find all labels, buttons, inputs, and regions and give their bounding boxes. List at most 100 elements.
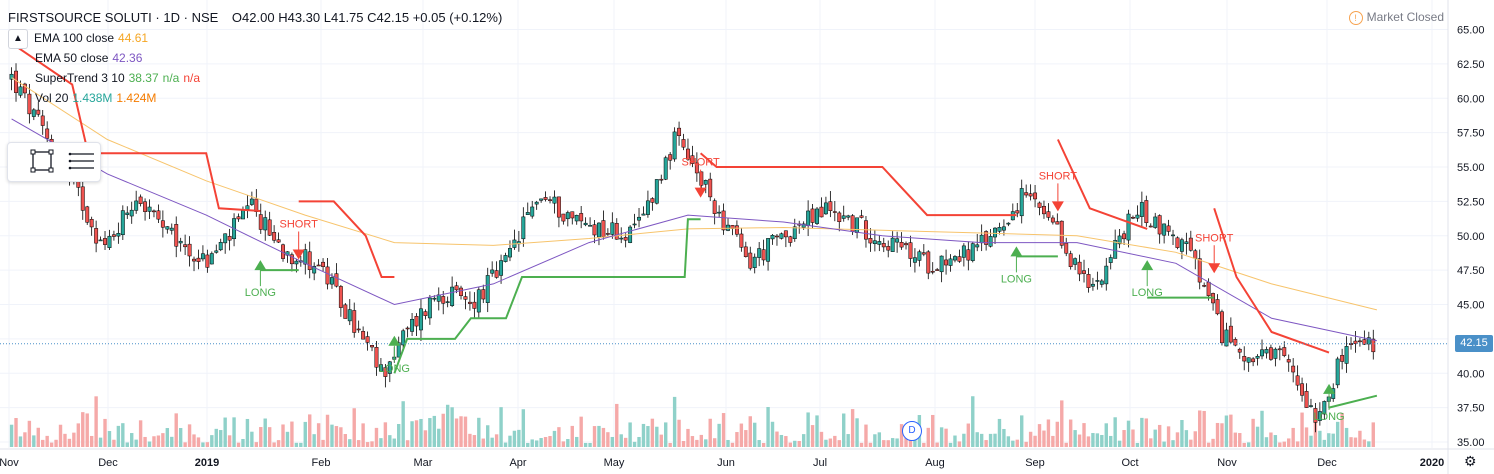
candle — [921, 244, 926, 257]
candle — [1268, 344, 1273, 361]
volume-label: Vol 20 — [35, 91, 69, 105]
candle-body — [236, 216, 241, 220]
candle-body — [681, 139, 686, 148]
signal-long: LONG — [1001, 246, 1032, 285]
volume-bar — [859, 442, 864, 447]
candle-body — [276, 239, 281, 243]
candle — [94, 220, 99, 253]
candle — [815, 207, 819, 225]
volume-bar — [548, 436, 552, 447]
volume-bar — [873, 434, 877, 447]
volume-bar — [263, 418, 267, 447]
candle — [414, 313, 419, 336]
object-list-icon[interactable] — [64, 149, 100, 175]
volume-bar — [704, 439, 708, 447]
volume-bar — [370, 441, 374, 447]
rectangle-tool-icon[interactable] — [24, 149, 60, 175]
volume-bar — [1086, 436, 1091, 447]
y-tick-label: 57.50 — [1457, 128, 1485, 140]
candle — [730, 225, 735, 236]
volume-bar — [210, 435, 214, 447]
volume-bar — [766, 407, 770, 447]
candle-body — [303, 249, 308, 265]
interval-label[interactable]: 1D — [163, 10, 180, 25]
volume-bar — [530, 439, 534, 447]
signal-short: SHORT — [1039, 170, 1078, 212]
symbol-name[interactable]: FIRSTSOURCE SOLUTI — [8, 10, 152, 25]
candle — [116, 222, 121, 244]
market-status[interactable]: ! Market Closed — [1348, 10, 1444, 25]
volume-bar — [1060, 400, 1064, 447]
candle-body — [637, 216, 641, 221]
volume-bar — [245, 418, 250, 447]
candle-body — [1135, 214, 1140, 219]
ema50-legend[interactable]: EMA 50 close 42.36 — [8, 48, 502, 68]
candle-body — [712, 200, 717, 214]
candle — [677, 121, 682, 146]
volume-bar — [1091, 433, 1095, 447]
supertrend-label: SuperTrend 3 10 — [35, 71, 125, 85]
volume-bar — [143, 436, 147, 447]
candle — [85, 205, 90, 225]
candle-body — [192, 258, 196, 262]
supertrend-legend[interactable]: SuperTrend 3 10 38.37 n/a n/a — [8, 68, 502, 88]
candle-body — [378, 364, 383, 372]
candle-body — [138, 196, 143, 204]
candle-body — [1197, 258, 1202, 283]
candle — [1139, 191, 1144, 227]
ema100-label: EMA 100 close — [34, 31, 115, 45]
signal-label: SHORT — [1039, 170, 1078, 182]
volume-bar — [833, 435, 837, 447]
volume-bar — [14, 418, 18, 447]
candle — [1006, 222, 1011, 227]
volume-bar — [187, 424, 192, 447]
volume-bar — [1251, 418, 1255, 447]
candle-body — [1139, 202, 1144, 217]
candle-body — [365, 336, 370, 343]
candle — [272, 225, 277, 244]
volume-bar — [156, 435, 161, 447]
volume-bar — [922, 442, 926, 447]
volume-legend[interactable]: Vol 20 1.438M 1.424M — [8, 88, 502, 108]
volume-bar — [931, 414, 935, 447]
candle-body — [895, 238, 900, 243]
candle — [289, 252, 294, 272]
candle-body — [352, 310, 357, 333]
candle — [743, 241, 748, 258]
volume-bar — [125, 442, 129, 447]
volume-bar — [232, 417, 236, 447]
volume-bar — [1011, 440, 1015, 447]
candle — [797, 220, 802, 234]
candle-body — [1260, 349, 1264, 357]
volume-bar — [294, 442, 299, 447]
long-arrow-icon — [1323, 383, 1336, 394]
candle — [463, 291, 468, 310]
candle-body — [1077, 261, 1082, 275]
candle-body — [912, 257, 917, 263]
candle — [659, 174, 664, 184]
candle — [823, 196, 828, 215]
dividend-event-badge[interactable]: D — [902, 421, 922, 441]
x-tick-label: Aug — [925, 457, 945, 469]
gear-icon[interactable]: ⚙ — [1464, 453, 1477, 469]
supertrend-segment — [1213, 207, 1330, 354]
candle-body — [1082, 270, 1086, 274]
candle — [672, 127, 677, 162]
volume-bar — [1006, 436, 1011, 447]
candle-body — [1188, 237, 1193, 251]
volume-bar — [579, 416, 583, 447]
volume-bar — [650, 418, 655, 447]
volume-bar — [330, 424, 334, 447]
y-tick-label: 40.00 — [1457, 368, 1485, 380]
candle — [1153, 212, 1158, 229]
volume-bar — [886, 440, 890, 447]
candle — [1344, 336, 1349, 373]
collapse-legend-button[interactable]: ▲ — [8, 28, 28, 49]
ema100-legend[interactable]: ▲ EMA 100 close 44.61 — [8, 28, 502, 49]
volume-bar — [539, 438, 543, 447]
candle — [178, 237, 183, 252]
candle — [1001, 219, 1006, 236]
volume-bar — [739, 423, 744, 447]
volume-bar — [890, 438, 895, 447]
